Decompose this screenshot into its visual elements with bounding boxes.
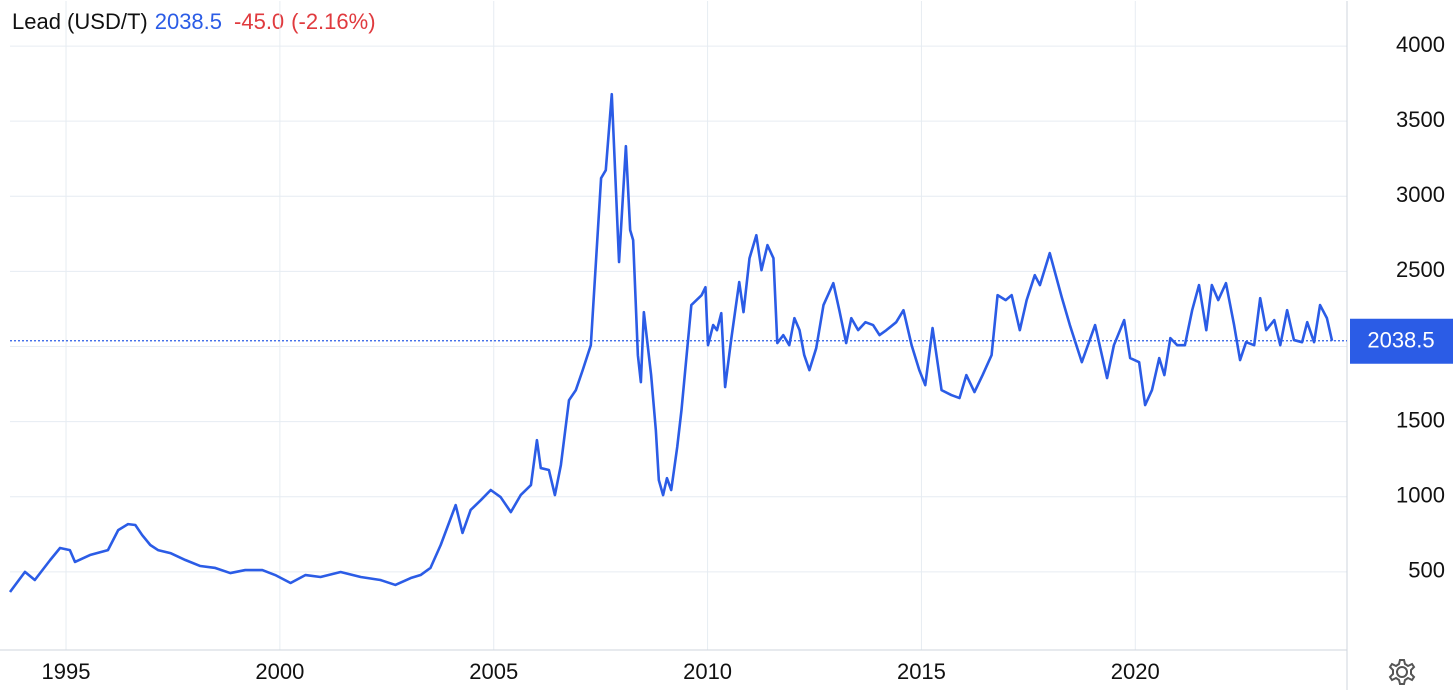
y-tick-label: 3000 xyxy=(1396,182,1445,207)
change-percent: (-2.16%) xyxy=(291,9,375,34)
x-tick-label: 2000 xyxy=(255,659,304,684)
x-tick-label: 2010 xyxy=(683,659,732,684)
chart-header: Lead (USD/T) 2038.5 -45.0 (-2.16%) xyxy=(12,9,376,34)
last-value-label: 2038.5 xyxy=(1367,328,1434,353)
y-tick-label: 1500 xyxy=(1396,407,1445,432)
y-tick-label: 2500 xyxy=(1396,257,1445,282)
y-tick-label: 3500 xyxy=(1396,107,1445,132)
x-tick-label: 2005 xyxy=(469,659,518,684)
gear-outline xyxy=(1388,659,1416,685)
line-series xyxy=(8,92,1334,593)
y-tick-label: 1000 xyxy=(1396,483,1445,508)
x-tick-label: 2015 xyxy=(897,659,946,684)
x-tick-label: 1995 xyxy=(42,659,91,684)
last-value-box xyxy=(1350,318,1453,364)
last-value: 2038.5 xyxy=(155,9,222,34)
chart-title: Lead (USD/T) xyxy=(12,9,148,34)
gear-hub xyxy=(1396,666,1408,678)
y-tick-label: 4000 xyxy=(1396,32,1445,57)
grid xyxy=(10,1,1347,650)
change: -45.0 xyxy=(234,9,284,34)
x-tick-label: 2020 xyxy=(1111,659,1160,684)
settings-icon[interactable] xyxy=(1388,659,1416,685)
y-tick-label: 500 xyxy=(1408,558,1445,583)
